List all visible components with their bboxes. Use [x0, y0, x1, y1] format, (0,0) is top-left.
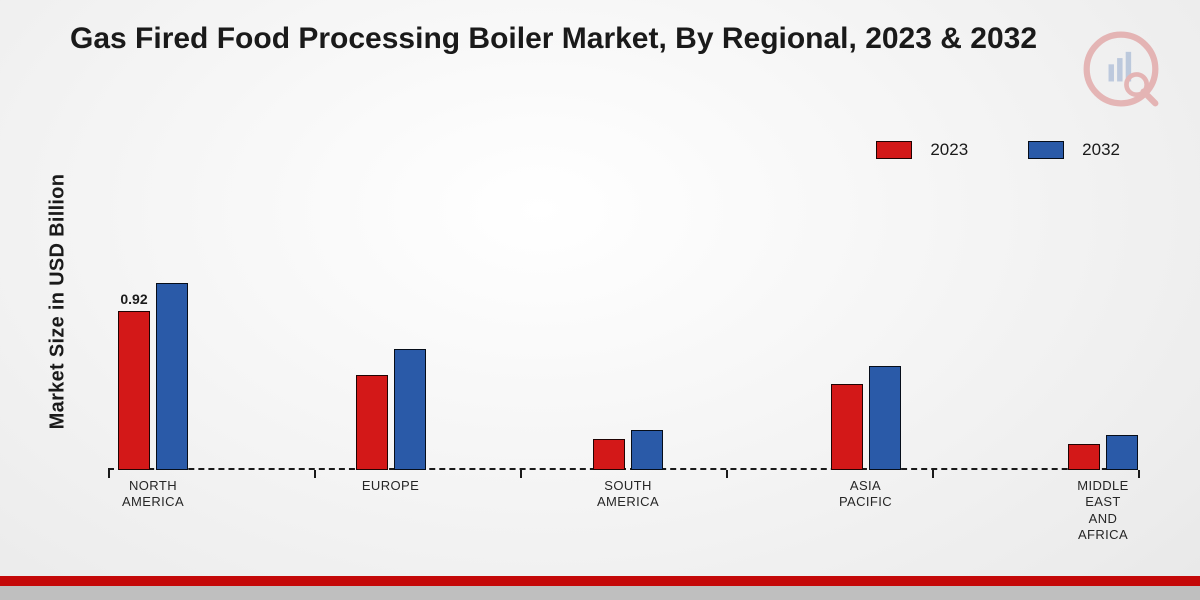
- bar-group: [593, 90, 663, 470]
- x-axis-tick: [932, 470, 934, 478]
- bar-2032: [156, 283, 188, 470]
- bar-group: 0.92: [118, 90, 188, 470]
- x-axis-category-label: SOUTHAMERICA: [558, 478, 698, 511]
- y-axis-label: Market Size in USD Billion: [47, 172, 70, 432]
- bar-2023: [118, 311, 150, 470]
- x-axis-tick: [1138, 470, 1140, 478]
- bar-group: [356, 90, 426, 470]
- x-axis-category-label: MIDDLEEASTANDAFRICA: [1033, 478, 1173, 543]
- bar-2032: [869, 366, 901, 470]
- bar-group: [831, 90, 901, 470]
- x-axis-tick: [314, 470, 316, 478]
- x-axis-category-label: NORTHAMERICA: [83, 478, 223, 511]
- x-axis-category-label: ASIAPACIFIC: [796, 478, 936, 511]
- bar-2023: [593, 439, 625, 470]
- bar-2023: [356, 375, 388, 470]
- x-axis-tick: [520, 470, 522, 478]
- bar-group: [1068, 90, 1138, 470]
- footer-bar-red: [0, 576, 1200, 586]
- bar-2023: [1068, 444, 1100, 470]
- bar-value-label: 0.92: [104, 291, 164, 307]
- plot-area: 0.92: [108, 90, 1138, 470]
- x-axis-tick: [726, 470, 728, 478]
- bar-2032: [1106, 435, 1138, 470]
- bar-2023: [831, 384, 863, 470]
- x-axis-tick: [108, 470, 110, 478]
- chart-title: Gas Fired Food Processing Boiler Market,…: [70, 22, 1037, 56]
- bar-2032: [394, 349, 426, 470]
- bar-2032: [631, 430, 663, 470]
- footer-bar-grey: [0, 586, 1200, 600]
- x-axis-category-label: EUROPE: [321, 478, 461, 494]
- chart-canvas: Gas Fired Food Processing Boiler Market,…: [0, 0, 1200, 600]
